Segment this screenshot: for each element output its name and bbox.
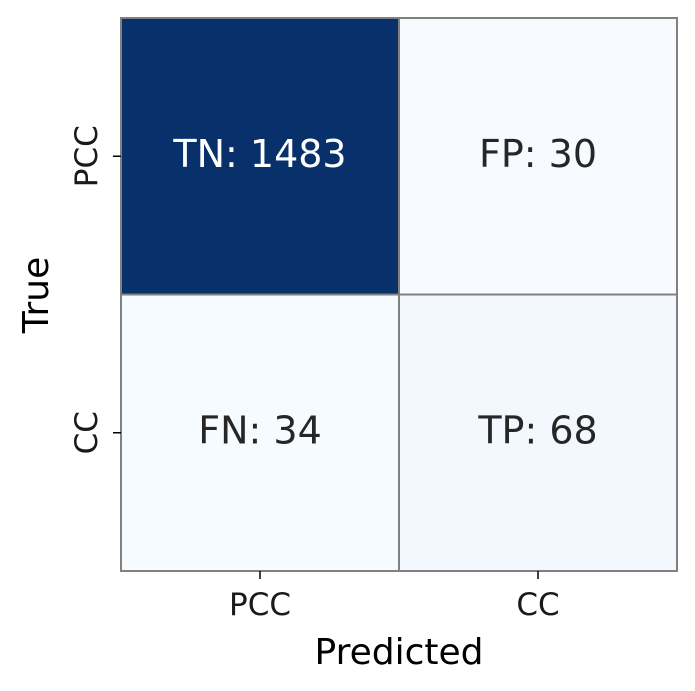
- cell-annotation: FN: 34: [198, 408, 322, 452]
- cell-annotation: TP: 68: [477, 408, 597, 452]
- x-axis-label: Predicted: [315, 632, 484, 673]
- y-tick-label: PCC: [69, 125, 105, 187]
- heatmap-cell: [398, 293, 678, 572]
- heatmap-cell: [120, 17, 400, 296]
- x-tick-label: PCC: [229, 587, 291, 623]
- cell-annotation: FP: 30: [479, 132, 597, 176]
- ticks-layer: PCC CC PCC CC: [69, 125, 560, 623]
- cell-annotation: TN: 1483: [172, 132, 346, 176]
- cells-layer: TN: 1483 FP: 30 FN: 34 TP: 68: [120, 17, 678, 572]
- heatmap-cell: [120, 293, 400, 572]
- y-axis-label: True: [16, 257, 57, 334]
- heatmap-cell: [398, 17, 678, 296]
- y-tick-label: CC: [69, 411, 105, 454]
- x-tick-label: CC: [516, 587, 559, 623]
